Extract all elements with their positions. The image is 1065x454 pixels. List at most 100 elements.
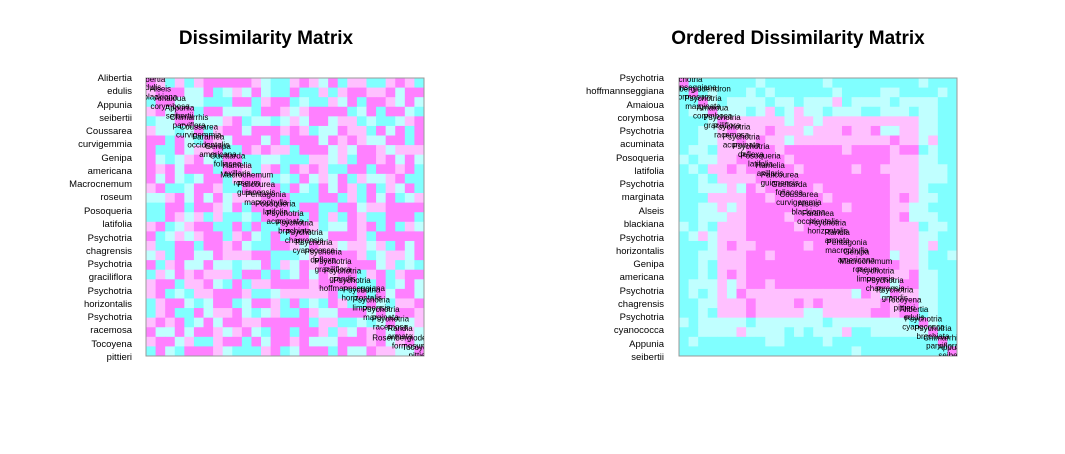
heatmap-cell: [184, 221, 195, 232]
heatmap-cell: [822, 106, 833, 117]
heatmap-cell: [784, 269, 795, 280]
heatmap-cell: [356, 288, 367, 299]
heatmap-cell: [299, 279, 310, 290]
heatmap-cell: [241, 164, 252, 175]
heatmap-cell: [909, 288, 920, 299]
heatmap-cell: [774, 221, 785, 232]
heatmap-cell: [736, 327, 747, 338]
heatmap-cell: [813, 279, 824, 290]
heatmap-cell: [414, 288, 425, 299]
heatmap-cell: [395, 327, 406, 338]
heatmap-cell: [308, 308, 319, 319]
heatmap-cell: [318, 154, 329, 165]
heatmap-cell: [870, 279, 881, 290]
heatmap-cell: [404, 135, 415, 146]
heatmap-cell: [174, 346, 185, 357]
heatmap-cell: [765, 164, 776, 175]
heatmap-cell: [385, 97, 396, 108]
heatmap-cell: [928, 346, 939, 357]
heatmap-cell: [803, 288, 814, 299]
heatmap-cell: [414, 97, 425, 108]
heatmap-cell: [165, 87, 176, 98]
heatmap-cell: [308, 183, 319, 194]
diagonal-label: Appunia seibertii: [938, 343, 968, 360]
heatmap-cell: [347, 288, 358, 299]
heatmap-cell: [395, 279, 406, 290]
diagonal-label: Randia armata: [825, 228, 851, 245]
heatmap-cell: [784, 97, 795, 108]
heatmap-cell: [222, 106, 233, 117]
diagonal-label: Posoqueria latifolia: [255, 199, 296, 216]
heatmap-cell: [299, 250, 310, 261]
heatmap-cell: [679, 106, 689, 117]
heatmap-cell: [280, 336, 291, 347]
heatmap-cell: [222, 260, 233, 271]
heatmap-cell: [203, 154, 214, 165]
heatmap-cell: [937, 154, 948, 165]
heatmap-cell: [299, 288, 310, 299]
heatmap-cell: [918, 279, 929, 290]
heatmap-cell: [746, 145, 757, 156]
heatmap-plot: Psychotria hoffmannseggianaRosenbergioden…: [678, 77, 958, 357]
heatmap-cell: [165, 231, 176, 242]
diagonal-label: Pentagonia macrophylla: [825, 238, 869, 255]
heatmap-cell: [203, 202, 214, 213]
heatmap-cell: [746, 193, 757, 204]
diagonal-label: Psychotria hoffmannseggiana: [651, 75, 717, 92]
heatmap-cell: [765, 336, 776, 347]
heatmap-cell: [356, 269, 367, 280]
heatmap-cell: [261, 308, 272, 319]
heatmap-cell: [404, 87, 415, 98]
heatmap-cell: [794, 106, 805, 117]
heatmap-cell: [347, 221, 358, 232]
heatmap-cell: [193, 221, 204, 232]
heatmap-cell: [774, 193, 785, 204]
heatmap-cell: [299, 327, 310, 338]
heatmap-cell: [155, 202, 166, 213]
heatmap-cell: [155, 97, 166, 108]
heatmap-cell: [937, 78, 948, 88]
heatmap-cell: [813, 202, 824, 213]
heatmap-cell: [822, 279, 833, 290]
heatmap-cell: [832, 250, 843, 261]
heatmap-cell: [947, 145, 958, 156]
heatmap-cell: [289, 78, 300, 88]
heatmap-cell: [717, 145, 728, 156]
heatmap-cell: [803, 221, 814, 232]
heatmap-cell: [928, 78, 939, 88]
heatmap-cell: [328, 106, 339, 117]
heatmap-cell: [726, 116, 737, 127]
heatmap-cell: [146, 317, 156, 328]
heatmap-cell: [376, 78, 387, 88]
heatmap-cell: [698, 260, 709, 271]
heatmap-cell: [870, 346, 881, 357]
heatmap-cell: [861, 78, 872, 88]
heatmap-cell: [356, 250, 367, 261]
heatmap-cell: [222, 183, 233, 194]
heatmap-cell: [717, 212, 728, 223]
heatmap-cell: [165, 260, 176, 271]
heatmap-cell: [755, 317, 766, 328]
heatmap-cell: [937, 212, 948, 223]
heatmap-cell: [337, 106, 348, 117]
heatmap-cell: [174, 164, 185, 175]
heatmap-cell: [851, 240, 862, 251]
heatmap-cell: [937, 173, 948, 184]
heatmap-cell: [251, 269, 262, 280]
heatmap-cell: [184, 154, 195, 165]
heatmap-cell: [698, 298, 709, 309]
heatmap-cell: [241, 154, 252, 165]
heatmap-cell: [698, 288, 709, 299]
heatmap-cell: [222, 78, 233, 88]
heatmap-cell: [328, 116, 339, 127]
heatmap-cell: [899, 269, 910, 280]
heatmap-cell: [146, 221, 156, 232]
heatmap-cell: [299, 78, 310, 88]
heatmap-cell: [241, 317, 252, 328]
heatmap-cell: [736, 336, 747, 347]
heatmap-cell: [832, 106, 843, 117]
heatmap-cell: [155, 221, 166, 232]
heatmap-cell: [822, 308, 833, 319]
heatmap-cell: [184, 145, 195, 156]
heatmap-cell: [251, 183, 262, 194]
